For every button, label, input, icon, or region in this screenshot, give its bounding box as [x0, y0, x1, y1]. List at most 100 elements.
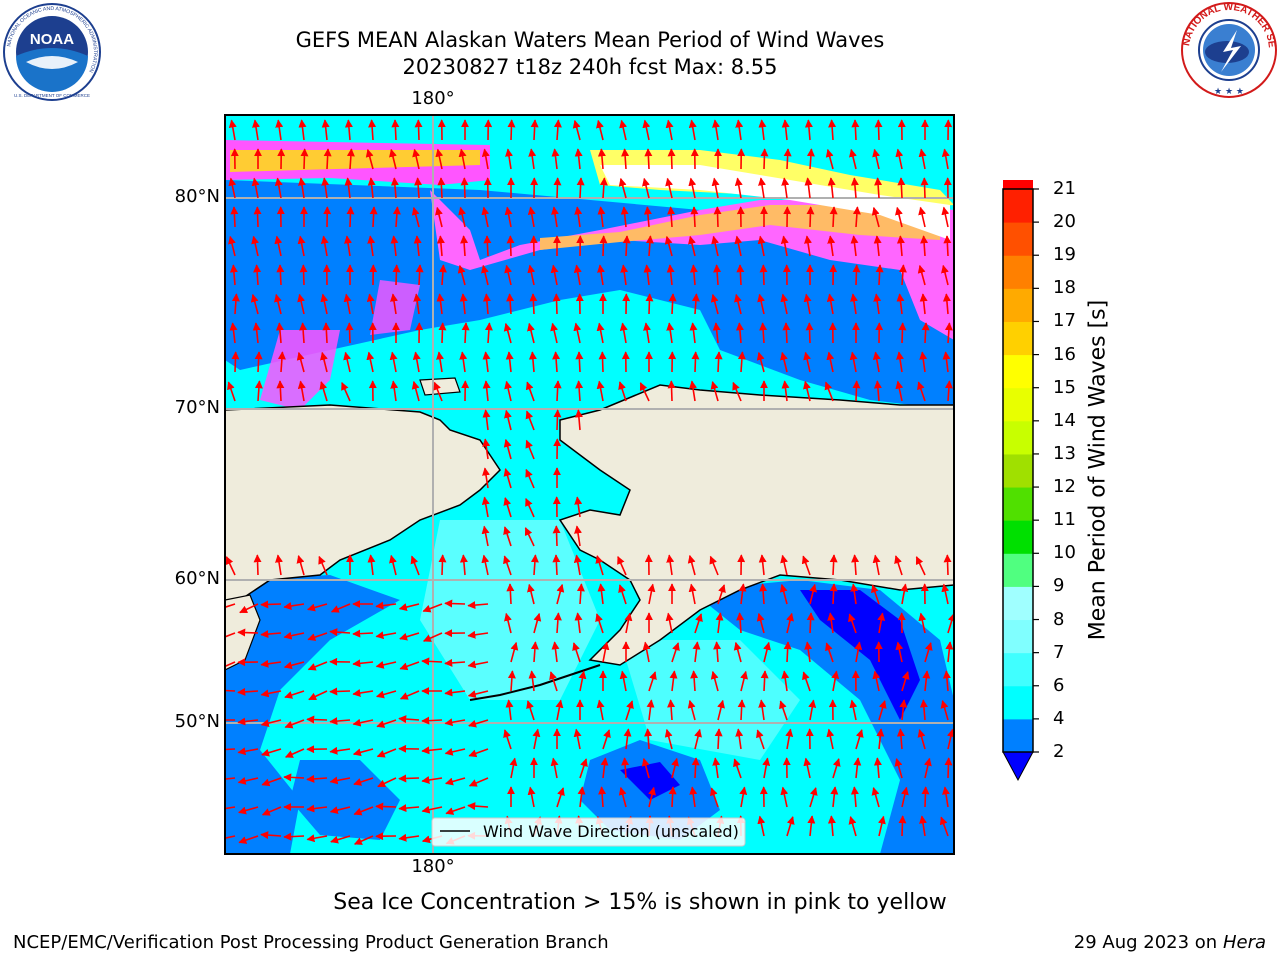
wave-direction-arrow — [946, 728, 954, 750]
wave-direction-arrow — [344, 235, 352, 257]
wave-direction-arrow — [444, 688, 466, 697]
nws-logo: NATIONAL WEATHER SERVICE ★ ★ ★ — [1178, 0, 1277, 98]
wave-direction-arrow — [533, 612, 542, 634]
wave-direction-arrow — [898, 815, 907, 837]
wave-direction-arrow — [618, 381, 627, 402]
wave-direction-arrow — [307, 632, 328, 641]
wave-direction-arrow — [481, 525, 490, 547]
wave-direction-arrow — [733, 758, 742, 779]
wave-direction-arrow — [758, 699, 767, 721]
wave-direction-arrow — [237, 776, 259, 785]
wave-direction-arrow — [507, 670, 516, 692]
wave-direction-arrow — [617, 555, 627, 576]
wave-direction-arrow — [691, 351, 700, 373]
wave-direction-arrow — [760, 148, 769, 170]
wave-direction-arrow — [921, 786, 930, 808]
colorbar-bin — [1003, 180, 1033, 190]
wave-direction-arrow — [645, 235, 654, 257]
colorbar-bin — [1003, 354, 1033, 389]
wave-direction-arrow — [438, 554, 447, 576]
wave-direction-arrow — [225, 689, 236, 692]
wave-direction-arrow — [694, 728, 702, 750]
wave-direction-arrow — [525, 468, 535, 489]
wave-direction-arrow — [467, 802, 489, 811]
wave-direction-arrow — [875, 264, 884, 286]
wave-direction-arrow — [237, 628, 259, 637]
wave-direction-arrow — [689, 380, 697, 402]
wave-direction-arrow — [398, 603, 420, 611]
wave-direction-arrow — [710, 787, 719, 808]
wave-direction-arrow — [352, 689, 374, 697]
wave-direction-arrow — [458, 206, 467, 228]
wave-direction-arrow — [779, 583, 788, 605]
wave-direction-arrow — [319, 381, 328, 402]
wave-direction-arrow — [460, 235, 469, 257]
wave-direction-arrow — [826, 351, 835, 373]
colorbar-tick-label: 19 — [1053, 244, 1076, 266]
wave-direction-arrow — [421, 805, 443, 814]
wave-direction-arrow — [942, 293, 951, 315]
wave-direction-arrow — [758, 177, 766, 199]
wave-direction-arrow — [941, 148, 950, 170]
wave-direction-arrow — [527, 206, 536, 228]
colorbar-bin — [1003, 553, 1033, 587]
wave-direction-arrow — [238, 806, 259, 815]
wave-direction-arrow — [298, 177, 306, 199]
wave-direction-arrow — [503, 468, 512, 489]
wave-direction-arrow — [507, 119, 516, 141]
wave-direction-arrow — [639, 382, 650, 402]
wave-direction-arrow — [667, 699, 676, 721]
wave-direction-arrow — [712, 322, 721, 344]
wave-direction-arrow — [667, 380, 676, 402]
wave-direction-arrow — [871, 787, 880, 808]
wave-direction-arrow — [895, 641, 904, 663]
wave-direction-arrow — [321, 119, 330, 141]
wave-direction-arrow — [943, 554, 952, 576]
wave-direction-arrow — [599, 177, 608, 199]
wave-direction-arrow — [785, 728, 794, 750]
wave-direction-arrow — [667, 206, 676, 228]
wave-direction-arrow — [642, 641, 651, 663]
wave-direction-arrow — [848, 816, 857, 837]
wave-direction-arrow — [307, 661, 328, 671]
wave-direction-arrow — [942, 351, 951, 373]
wave-direction-arrow — [503, 438, 512, 460]
noaa-logo: NOAA NATIONAL OCEANIC AND ATMOSPHERIC AD… — [3, 3, 101, 101]
wave-direction-arrow — [421, 776, 443, 784]
wave-direction-arrow — [871, 584, 880, 605]
graticule — [225, 115, 954, 854]
wave-direction-arrow — [503, 526, 512, 547]
wave-direction-arrow — [874, 177, 883, 199]
wave-direction-arrow — [525, 439, 535, 460]
wave-direction-arrow — [623, 728, 632, 750]
wave-direction-arrow — [618, 584, 627, 605]
wave-direction-arrow — [308, 690, 328, 701]
wave-direction-arrow — [306, 774, 328, 783]
wave-direction-arrow — [895, 206, 903, 228]
wave-direction-arrow — [809, 583, 817, 605]
wave-direction-arrow — [467, 601, 489, 610]
wave-direction-arrow — [306, 715, 328, 724]
wave-direction-arrow — [229, 322, 238, 344]
wave-direction-arrow — [254, 351, 263, 373]
wave-direction-arrow — [850, 235, 859, 257]
wave-direction-arrow — [666, 322, 675, 344]
wave-direction-arrow — [530, 554, 539, 576]
wave-direction-arrow — [344, 119, 353, 141]
wave-direction-arrow — [895, 148, 904, 170]
wave-direction-arrow — [529, 293, 538, 315]
wave-direction-arrow — [574, 206, 583, 228]
colorbar-tick-label: 17 — [1053, 310, 1076, 332]
wave-direction-arrow — [365, 148, 374, 170]
wave-direction-arrow — [944, 380, 953, 402]
wave-direction-arrow — [665, 119, 674, 141]
wave-direction-arrow — [595, 555, 604, 576]
wave-direction-arrow — [872, 148, 881, 170]
wave-direction-arrow — [438, 322, 447, 344]
wave-direction-arrow — [551, 148, 560, 170]
wave-direction-arrow — [274, 177, 283, 199]
colorbar-bin — [1003, 321, 1033, 356]
wave-direction-arrow — [783, 641, 792, 663]
wave-direction-arrow — [689, 786, 698, 808]
wave-direction-arrow — [780, 786, 789, 808]
